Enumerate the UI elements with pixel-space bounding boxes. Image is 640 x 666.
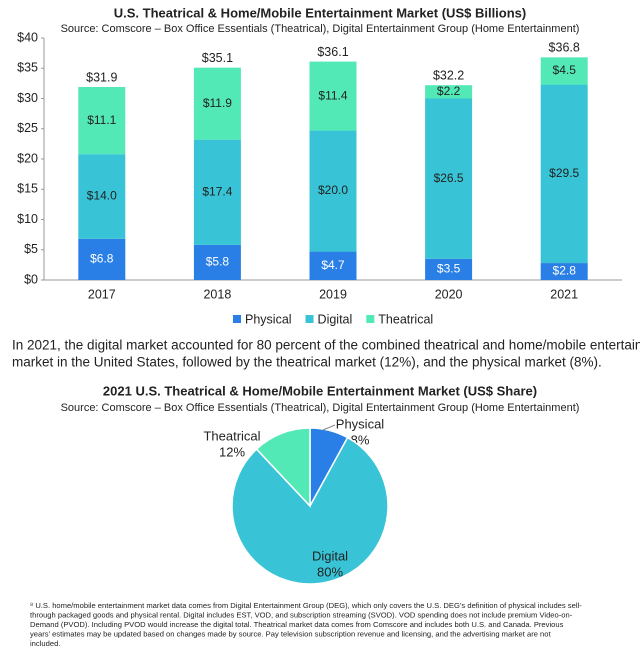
bar-segment <box>309 130 357 252</box>
bar-segment <box>309 61 357 131</box>
bar-segment <box>425 85 473 99</box>
bar-segment <box>193 139 241 245</box>
legend-label: Digital <box>318 312 353 326</box>
x-tick-label: 2021 <box>550 287 578 301</box>
footnote-line: years’ estimates may be updated based on… <box>30 630 552 639</box>
y-tick-label: $35 <box>17 61 38 75</box>
footnote-line: included. <box>30 639 60 648</box>
chart-subtitle: Source: Comscore – Box Office Essentials… <box>61 402 580 414</box>
x-tick-label: 2020 <box>435 287 463 301</box>
bar-segment <box>425 258 473 280</box>
pie-slice <box>255 427 311 508</box>
total-label: $36.1 <box>317 45 348 59</box>
data-label: $4.5 <box>553 63 577 77</box>
bar-segment <box>78 238 126 280</box>
y-tick-label: $0 <box>24 272 38 286</box>
footnote-line: ⁸ U.S. home/mobile entertainment market … <box>30 601 582 610</box>
data-label: $14.0 <box>87 189 117 203</box>
total-label: $31.9 <box>86 70 117 84</box>
slice-name: Digital <box>312 548 348 563</box>
paragraph-line: In 2021, the digital market accounted fo… <box>12 338 640 353</box>
data-label: $3.5 <box>437 262 461 276</box>
data-label: $2.8 <box>553 264 577 278</box>
bar-segment <box>78 154 126 239</box>
chart-title: 2021 U.S. Theatrical & Home/Mobile Enter… <box>103 383 537 398</box>
y-tick-label: $5 <box>24 242 38 256</box>
slice-name: Theatrical <box>203 428 260 443</box>
slice-label: 12% <box>219 444 245 459</box>
bar-segment <box>193 67 241 140</box>
data-label: $6.8 <box>90 252 114 266</box>
legend-swatch <box>305 315 314 323</box>
data-label: $17.4 <box>202 184 232 198</box>
legend-label: Theatrical <box>378 312 433 326</box>
data-label: $20.0 <box>318 183 348 197</box>
slice-label: 80% <box>317 564 343 579</box>
data-label: $2.2 <box>437 84 461 98</box>
bar-segment <box>540 57 588 85</box>
legend-swatch <box>366 315 375 323</box>
legend-swatch <box>233 315 241 323</box>
legend-label: Physical <box>245 312 292 326</box>
y-tick-label: $20 <box>17 151 38 165</box>
total-label: $32.2 <box>433 68 464 82</box>
y-tick-label: $40 <box>17 30 38 44</box>
y-tick-label: $30 <box>17 91 38 105</box>
data-label: $26.5 <box>434 171 464 185</box>
leader-line <box>322 424 336 431</box>
total-label: $35.1 <box>202 51 233 65</box>
data-label: $29.5 <box>549 166 579 180</box>
bar-segment <box>540 263 588 280</box>
paragraph-line: market in the United States, followed by… <box>12 355 602 370</box>
data-label: $5.8 <box>206 255 230 269</box>
data-label: $11.4 <box>318 88 347 102</box>
chart-title: U.S. Theatrical & Home/Mobile Entertainm… <box>114 5 526 20</box>
bar-segment <box>425 98 473 259</box>
footnote-line: through packaged goods and physical rent… <box>30 611 573 620</box>
bar-segment <box>193 244 241 280</box>
x-tick-label: 2017 <box>88 287 116 301</box>
y-tick-label: $10 <box>17 212 38 226</box>
x-tick-label: 2018 <box>203 287 231 301</box>
bar-segment <box>78 87 126 155</box>
y-tick-label: $15 <box>17 182 38 196</box>
bar-segment <box>309 251 357 280</box>
y-tick-label: $25 <box>17 121 38 135</box>
x-tick-label: 2019 <box>319 287 347 301</box>
pie-slice <box>231 436 389 585</box>
footnote-line: Demand (PVOD). Including PVOD would incr… <box>30 620 564 629</box>
data-label: $11.1 <box>87 113 116 127</box>
data-label: $11.9 <box>203 96 232 110</box>
data-label: $4.7 <box>321 258 345 272</box>
total-label: $36.8 <box>549 41 580 55</box>
bar-segment <box>540 84 588 264</box>
slice-name: Physical <box>336 416 385 431</box>
chart-subtitle: Source: Comscore – Box Office Essentials… <box>61 23 580 35</box>
